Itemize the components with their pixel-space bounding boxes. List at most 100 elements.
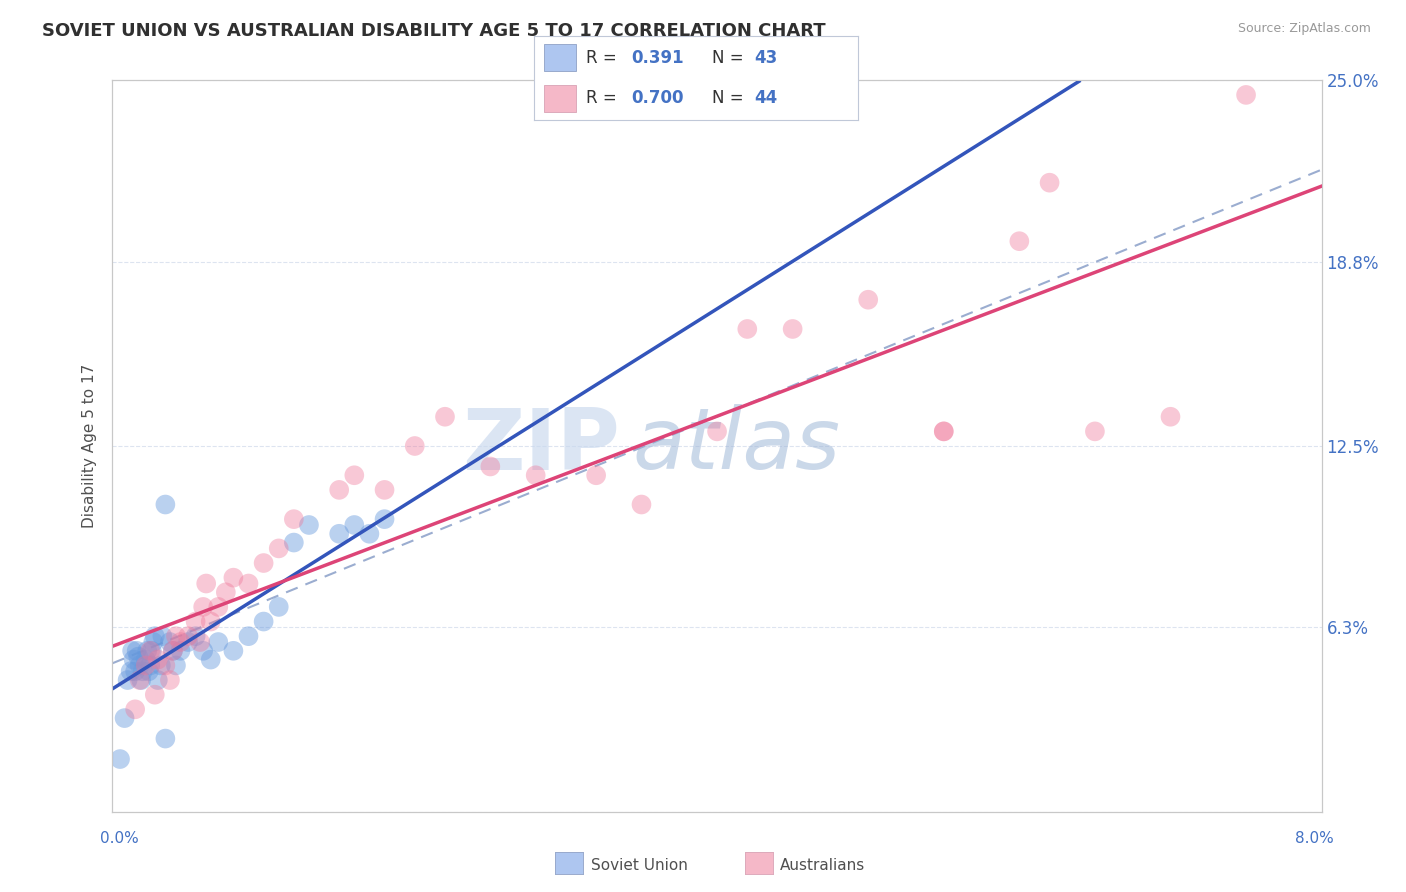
Point [120,665,142,679]
Point [1038,176,1062,190]
Point [114,711,136,725]
Point [127,649,149,664]
Point [162,644,184,658]
Point [222,571,245,585]
Point [129,673,152,687]
Point [146,673,169,687]
Point [108,752,131,766]
Point [142,635,165,649]
Point [139,644,162,658]
Point [343,468,366,483]
Point [737,322,759,336]
Point [404,439,426,453]
Point [630,498,652,512]
Point [1234,87,1257,102]
Point [238,629,260,643]
Point [200,652,222,666]
Point [222,644,245,658]
Text: 8.0%: 8.0% [1295,831,1334,846]
Point [138,665,160,679]
Point [125,644,148,658]
Text: N =: N = [713,49,749,67]
Text: 43: 43 [754,49,778,67]
Point [132,665,155,679]
Point [128,658,150,673]
Point [856,293,880,307]
Point [374,483,396,497]
Point [141,644,163,658]
Point [159,635,181,649]
Text: 44: 44 [754,89,778,107]
Point [191,599,214,614]
Point [184,615,207,629]
Point [191,644,214,658]
Point [328,483,350,497]
FancyBboxPatch shape [544,85,576,112]
Point [165,629,187,643]
Point [524,468,547,483]
Point [139,658,162,673]
Point [1084,425,1107,439]
Text: atlas: atlas [633,404,841,488]
Point [207,599,229,614]
Point [328,526,350,541]
Point [159,673,181,687]
Point [169,644,191,658]
Point [932,425,955,439]
Point [136,644,159,658]
Point [283,535,305,549]
Point [283,512,305,526]
Text: Australians: Australians [780,858,866,872]
Point [150,629,173,643]
Point [782,322,804,336]
Point [121,644,143,658]
Y-axis label: Disability Age 5 to 17: Disability Age 5 to 17 [82,364,97,528]
Point [253,556,276,570]
Point [162,644,184,658]
Text: ZIP: ZIP [463,404,620,488]
Point [128,673,150,687]
Point [169,635,191,649]
Point [479,459,502,474]
Point [177,629,200,643]
Point [706,425,728,439]
Point [1159,409,1181,424]
Point [267,541,290,556]
Point [267,599,290,614]
Point [188,635,211,649]
Point [200,615,222,629]
Text: R =: R = [586,89,621,107]
Point [124,702,146,716]
Point [238,576,260,591]
Point [143,629,166,643]
Point [932,425,955,439]
Point [135,658,157,673]
Point [149,658,172,673]
Point [374,512,396,526]
Point [298,518,321,533]
Text: Soviet Union: Soviet Union [591,858,688,872]
Text: R =: R = [586,49,621,67]
Text: 0.700: 0.700 [631,89,683,107]
Point [155,731,177,746]
Point [135,652,157,666]
Point [146,652,169,666]
Point [207,635,229,649]
Point [253,615,276,629]
Point [122,652,145,666]
Text: Source: ZipAtlas.com: Source: ZipAtlas.com [1237,22,1371,36]
Text: 0.391: 0.391 [631,49,683,67]
Point [155,658,177,673]
Point [359,526,381,541]
Point [124,665,146,679]
Point [165,658,187,673]
Point [343,518,366,533]
Text: 0.0%: 0.0% [100,831,139,846]
Point [434,409,457,424]
Point [184,629,207,643]
Point [195,576,218,591]
Point [117,673,139,687]
Point [585,468,607,483]
Point [1008,234,1031,248]
Point [215,585,238,599]
